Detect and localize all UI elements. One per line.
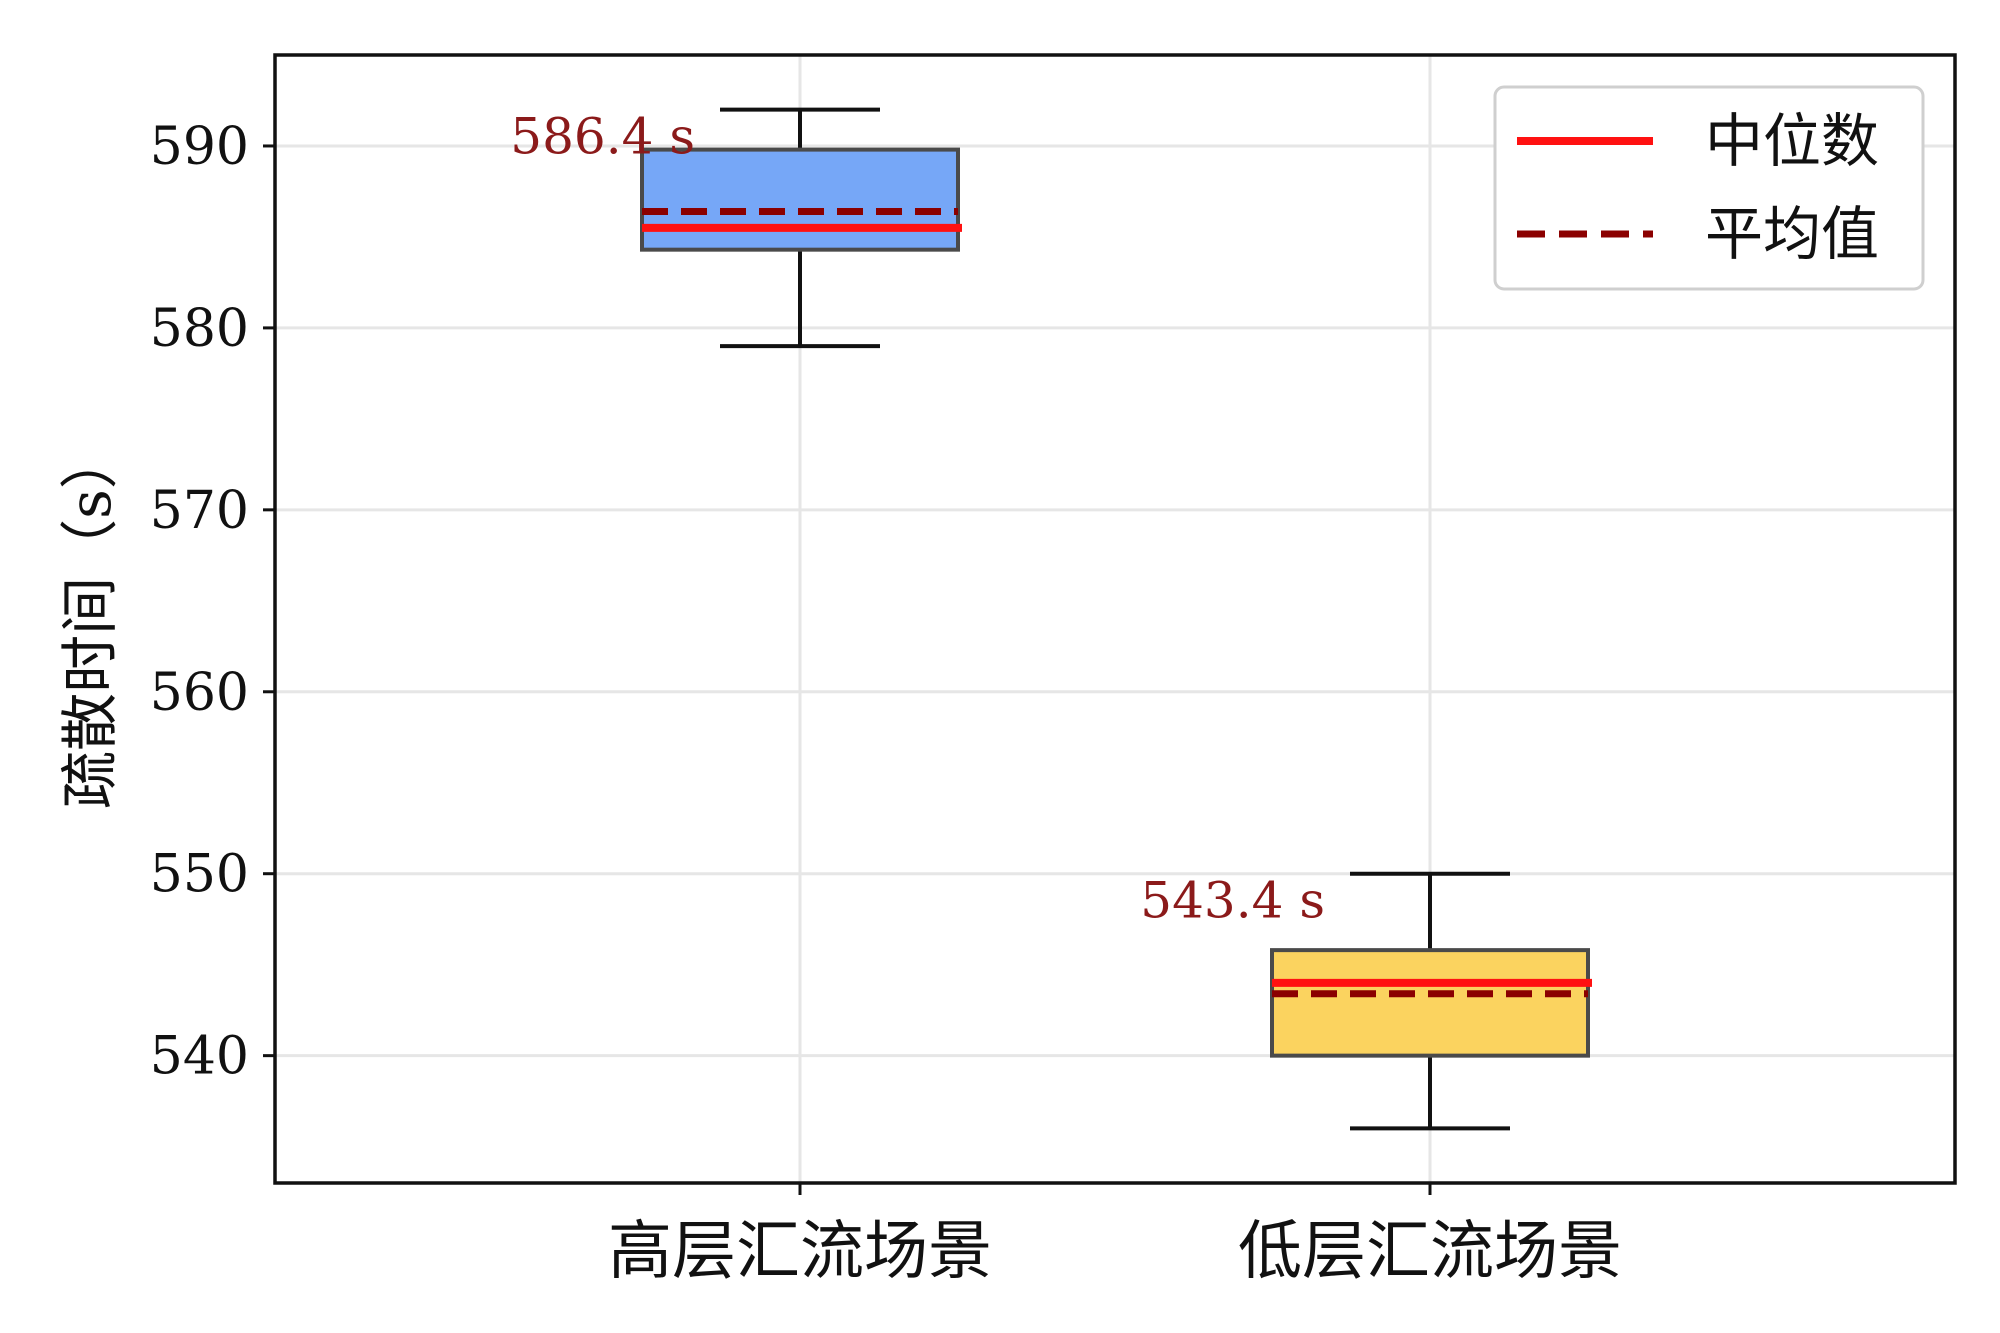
y-tick-label: 560 <box>150 663 249 723</box>
plot-frame <box>273 53 1957 1185</box>
box-1: 586.4 s <box>510 107 962 349</box>
y-tick-label: 590 <box>150 117 249 177</box>
legend-label-1: 中位数 <box>1705 107 1879 175</box>
axis-layer: 540 550 560 570 580 590 高层汇流场景 低层汇流场景 <box>150 53 1957 1289</box>
mean-annotation: 586.4 s <box>510 108 695 166</box>
y-tick-label: 570 <box>150 481 249 541</box>
y-tick-label: 550 <box>150 845 249 905</box>
iqr-box <box>640 147 960 252</box>
y-axis-title: 疏散时间（s） <box>56 431 124 809</box>
x-tick-label: 高层汇流场景 <box>608 1215 992 1289</box>
y-tick-label: 540 <box>150 1027 249 1087</box>
box-2: 543.4 s <box>1140 871 1592 1131</box>
box-layer: 586.4 s 543.4 s <box>510 107 1592 1131</box>
legend-label-2: 平均值 <box>1705 200 1879 268</box>
mean-annotation: 543.4 s <box>1140 872 1325 930</box>
x-tick-label: 低层汇流场景 <box>1238 1215 1622 1289</box>
y-tick-label: 580 <box>150 299 249 359</box>
iqr-box <box>1270 948 1590 1058</box>
